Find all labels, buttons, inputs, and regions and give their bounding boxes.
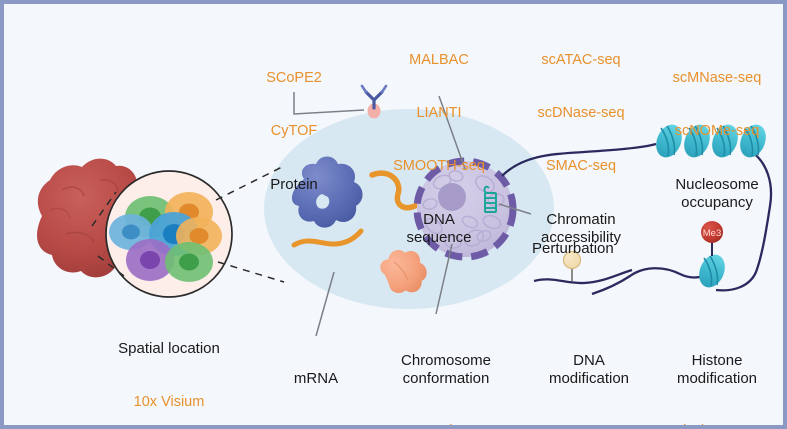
protein-modality: Protein bbox=[270, 176, 318, 194]
protein-method-1: SCoPE2 bbox=[266, 70, 322, 87]
mrna-method-1: Drop-seq bbox=[258, 424, 374, 425]
histone-modification-modality: Histone modification bbox=[676, 352, 758, 387]
dna-sequence-method-2: LIANTI bbox=[416, 105, 462, 122]
histone-mark-badge-text: Me3 bbox=[703, 228, 721, 239]
chromatin-accessibility-method-3: SMAC-seq bbox=[545, 158, 617, 175]
dna-sequence-method-3: SMOOTH-seq bbox=[393, 158, 485, 175]
protein-method-2: CyTOF bbox=[270, 123, 318, 140]
chromatin-accessibility-modality: Chromatin accessibility bbox=[540, 211, 622, 246]
chromatin-accessibility-method-2: scDNase-seq bbox=[537, 105, 625, 122]
histone-mark-badge: Me3 bbox=[701, 221, 723, 243]
nucleosome-occupancy-method-1: scMNase-seq bbox=[672, 70, 762, 87]
label-chromatin-accessibility: scATAC-seq scDNase-seq SMAC-seq Chromati… bbox=[513, 16, 649, 282]
dna-modification-method-1: scRRBS bbox=[524, 423, 654, 425]
label-nucleosome-occupancy: scMNase-seq scNOMe-seq Nucleosome occupa… bbox=[649, 34, 783, 247]
nucleosome-bead bbox=[684, 124, 710, 158]
label-histone-modification: Histone modification itChIP-seq CoBATCH … bbox=[649, 316, 783, 425]
histone-modification-method-1: itChIP-seq bbox=[649, 423, 783, 425]
chromosome-icon bbox=[380, 250, 427, 293]
label-leader-lines bbox=[293, 92, 532, 337]
chromatin-fiber-illustration: Me3 bbox=[501, 124, 773, 296]
dna-modification-icon bbox=[562, 250, 582, 270]
label-perturbation: Perturbation bbox=[532, 204, 642, 294]
chromosome-conformation-method-1: scHi-C bbox=[376, 423, 516, 425]
nucleosome-bead bbox=[740, 124, 766, 158]
cell-cluster-zoom-circle bbox=[105, 170, 233, 298]
figure-illustration-canvas: Me3 bbox=[37, 84, 773, 337]
spatial-location-method-1: 10x Visium bbox=[133, 394, 205, 411]
mrna-squiggle-icons bbox=[291, 170, 420, 248]
dna-sequence-modality: DNA sequence bbox=[406, 211, 472, 246]
perturbation-icon bbox=[483, 185, 497, 213]
perturbation-modality: Perturbation bbox=[532, 240, 614, 258]
label-dna-modification: DNA modification scRRBS sci-MET scXRBS bbox=[524, 316, 654, 425]
mrna-modality: mRNA bbox=[293, 370, 339, 388]
nucleosome-occupancy-method-2: scNOMe-seq bbox=[674, 123, 760, 140]
modified-nucleosome-bead bbox=[699, 254, 725, 288]
label-chromosome-conformation: Chromosome conformation scHi-C Dip-C scS… bbox=[376, 316, 516, 425]
zoom-connector-lines bbox=[91, 165, 285, 283]
protein-blob-icon bbox=[291, 156, 363, 228]
nucleosome-bead bbox=[656, 124, 682, 158]
label-protein: SCoPE2 CyTOF Protein bbox=[234, 34, 354, 230]
chromosome-conformation-modality: Chromosome conformation bbox=[400, 352, 492, 387]
dna-sequence-method-1: MALBAC bbox=[409, 52, 469, 69]
label-spatial-location: Spatial location 10x Visium MERFISH CODE… bbox=[104, 304, 234, 425]
label-dna-sequence: MALBAC LIANTI SMOOTH-seq DNA sequence bbox=[378, 16, 500, 282]
spatial-location-modality: Spatial location bbox=[118, 340, 220, 358]
antibody-icon bbox=[360, 84, 388, 119]
nucleosome-bead bbox=[712, 124, 738, 158]
chromatin-accessibility-method-1: scATAC-seq bbox=[541, 52, 621, 69]
dna-modification-modality: DNA modification bbox=[548, 352, 630, 387]
nucleosome-occupancy-modality: Nucleosome occupancy bbox=[675, 176, 759, 211]
label-mrna: mRNA Drop-seq Smart-seq Live-seq bbox=[258, 334, 374, 425]
